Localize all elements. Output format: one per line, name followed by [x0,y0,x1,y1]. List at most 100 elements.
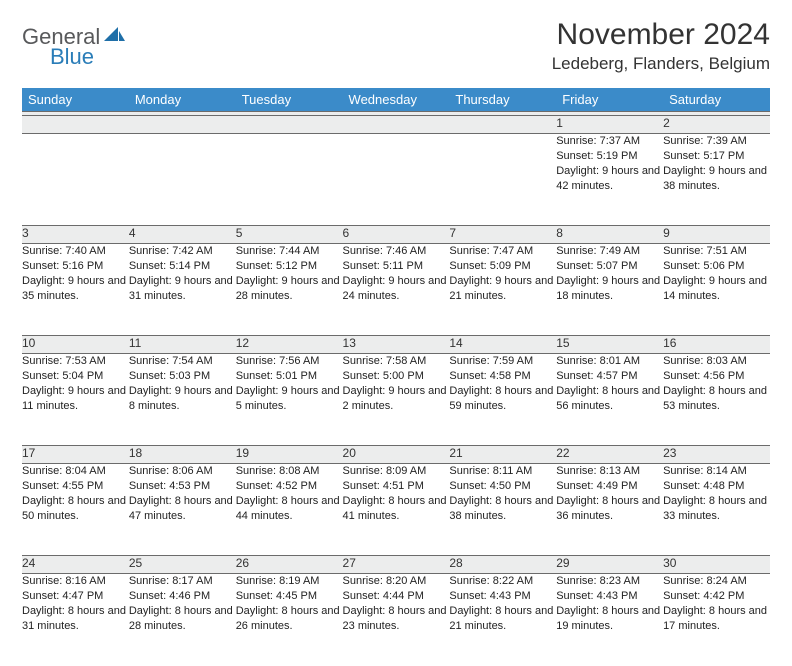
sunrise-text: Sunrise: 8:14 AM [663,464,770,479]
day-number: 7 [449,226,556,244]
day-cell: Sunrise: 8:14 AMSunset: 4:48 PMDaylight:… [663,464,770,556]
sunrise-text: Sunrise: 7:37 AM [556,134,663,149]
page: General Blue November 2024 Ledeberg, Fla… [0,0,792,666]
daylight-text: Daylight: 8 hours and 19 minutes. [556,604,663,634]
day-number: 1 [556,116,663,134]
sunset-text: Sunset: 5:00 PM [343,369,450,384]
day-cell: Sunrise: 8:04 AMSunset: 4:55 PMDaylight:… [22,464,129,556]
sunrise-text: Sunrise: 8:23 AM [556,574,663,589]
day-cell: Sunrise: 7:42 AMSunset: 5:14 PMDaylight:… [129,244,236,336]
sunrise-text: Sunrise: 7:58 AM [343,354,450,369]
day-number: 24 [22,556,129,574]
day-cell [343,134,450,226]
sunrise-text: Sunrise: 7:47 AM [449,244,556,259]
day-number: 21 [449,446,556,464]
day-cell: Sunrise: 8:20 AMSunset: 4:44 PMDaylight:… [343,574,450,666]
sunset-text: Sunset: 4:56 PM [663,369,770,384]
daylight-text: Daylight: 8 hours and 59 minutes. [449,384,556,414]
day-cell: Sunrise: 8:19 AMSunset: 4:45 PMDaylight:… [236,574,343,666]
day-number: 2 [663,116,770,134]
day-number: 16 [663,336,770,354]
day-number: 20 [343,446,450,464]
sunrise-text: Sunrise: 8:03 AM [663,354,770,369]
weekday-header-row: Sunday Monday Tuesday Wednesday Thursday… [22,88,770,112]
weekday-header: Saturday [663,88,770,112]
day-number: 8 [556,226,663,244]
daylight-text: Daylight: 9 hours and 42 minutes. [556,164,663,194]
daylight-text: Daylight: 8 hours and 47 minutes. [129,494,236,524]
sunset-text: Sunset: 5:16 PM [22,259,129,274]
daylight-text: Daylight: 9 hours and 24 minutes. [343,274,450,304]
sunrise-text: Sunrise: 8:22 AM [449,574,556,589]
day-content-row: Sunrise: 8:16 AMSunset: 4:47 PMDaylight:… [22,574,770,666]
sunset-text: Sunset: 4:45 PM [236,589,343,604]
daylight-text: Daylight: 8 hours and 41 minutes. [343,494,450,524]
day-cell: Sunrise: 7:44 AMSunset: 5:12 PMDaylight:… [236,244,343,336]
daylight-text: Daylight: 9 hours and 14 minutes. [663,274,770,304]
sunrise-text: Sunrise: 8:16 AM [22,574,129,589]
day-number: 11 [129,336,236,354]
sunrise-text: Sunrise: 8:17 AM [129,574,236,589]
sunset-text: Sunset: 4:52 PM [236,479,343,494]
sunset-text: Sunset: 5:19 PM [556,149,663,164]
daylight-text: Daylight: 8 hours and 21 minutes. [449,604,556,634]
sunrise-text: Sunrise: 7:59 AM [449,354,556,369]
sunrise-text: Sunrise: 7:54 AM [129,354,236,369]
day-number: 25 [129,556,236,574]
day-cell [22,134,129,226]
sunrise-text: Sunrise: 7:44 AM [236,244,343,259]
daylight-text: Daylight: 9 hours and 35 minutes. [22,274,129,304]
day-cell: Sunrise: 8:09 AMSunset: 4:51 PMDaylight:… [343,464,450,556]
day-number: 19 [236,446,343,464]
day-cell: Sunrise: 8:16 AMSunset: 4:47 PMDaylight:… [22,574,129,666]
sunset-text: Sunset: 5:14 PM [129,259,236,274]
sunset-text: Sunset: 4:43 PM [449,589,556,604]
day-number: 10 [22,336,129,354]
sunset-text: Sunset: 4:58 PM [449,369,556,384]
sunset-text: Sunset: 4:42 PM [663,589,770,604]
sunset-text: Sunset: 4:46 PM [129,589,236,604]
day-cell: Sunrise: 7:39 AMSunset: 5:17 PMDaylight:… [663,134,770,226]
title-block: November 2024 Ledeberg, Flanders, Belgiu… [552,18,770,74]
day-cell: Sunrise: 8:01 AMSunset: 4:57 PMDaylight:… [556,354,663,446]
sunrise-text: Sunrise: 8:08 AM [236,464,343,479]
daylight-text: Daylight: 9 hours and 18 minutes. [556,274,663,304]
day-number: 9 [663,226,770,244]
day-cell: Sunrise: 7:49 AMSunset: 5:07 PMDaylight:… [556,244,663,336]
day-cell [449,134,556,226]
daylight-text: Daylight: 9 hours and 31 minutes. [129,274,236,304]
day-cell: Sunrise: 7:47 AMSunset: 5:09 PMDaylight:… [449,244,556,336]
month-title: November 2024 [552,18,770,52]
sunset-text: Sunset: 4:53 PM [129,479,236,494]
day-number: 28 [449,556,556,574]
sunset-text: Sunset: 5:07 PM [556,259,663,274]
day-number-row: 17181920212223 [22,446,770,464]
sunrise-text: Sunrise: 8:01 AM [556,354,663,369]
day-cell: Sunrise: 8:24 AMSunset: 4:42 PMDaylight:… [663,574,770,666]
day-number: 15 [556,336,663,354]
day-number-row: 3456789 [22,226,770,244]
day-cell: Sunrise: 8:06 AMSunset: 4:53 PMDaylight:… [129,464,236,556]
daylight-text: Daylight: 9 hours and 38 minutes. [663,164,770,194]
day-cell: Sunrise: 8:08 AMSunset: 4:52 PMDaylight:… [236,464,343,556]
sunset-text: Sunset: 5:01 PM [236,369,343,384]
daylight-text: Daylight: 8 hours and 23 minutes. [343,604,450,634]
day-number: 29 [556,556,663,574]
sunset-text: Sunset: 5:11 PM [343,259,450,274]
day-cell: Sunrise: 8:23 AMSunset: 4:43 PMDaylight:… [556,574,663,666]
day-number: 26 [236,556,343,574]
daylight-text: Daylight: 8 hours and 17 minutes. [663,604,770,634]
day-cell [236,134,343,226]
day-number [343,116,450,134]
sunset-text: Sunset: 5:04 PM [22,369,129,384]
sunrise-text: Sunrise: 8:13 AM [556,464,663,479]
daylight-text: Daylight: 8 hours and 31 minutes. [22,604,129,634]
sunrise-text: Sunrise: 8:04 AM [22,464,129,479]
daylight-text: Daylight: 8 hours and 33 minutes. [663,494,770,524]
daylight-text: Daylight: 9 hours and 5 minutes. [236,384,343,414]
sunrise-text: Sunrise: 7:40 AM [22,244,129,259]
day-cell: Sunrise: 7:59 AMSunset: 4:58 PMDaylight:… [449,354,556,446]
sunrise-text: Sunrise: 7:56 AM [236,354,343,369]
day-content-row: Sunrise: 7:37 AMSunset: 5:19 PMDaylight:… [22,134,770,226]
day-number: 27 [343,556,450,574]
